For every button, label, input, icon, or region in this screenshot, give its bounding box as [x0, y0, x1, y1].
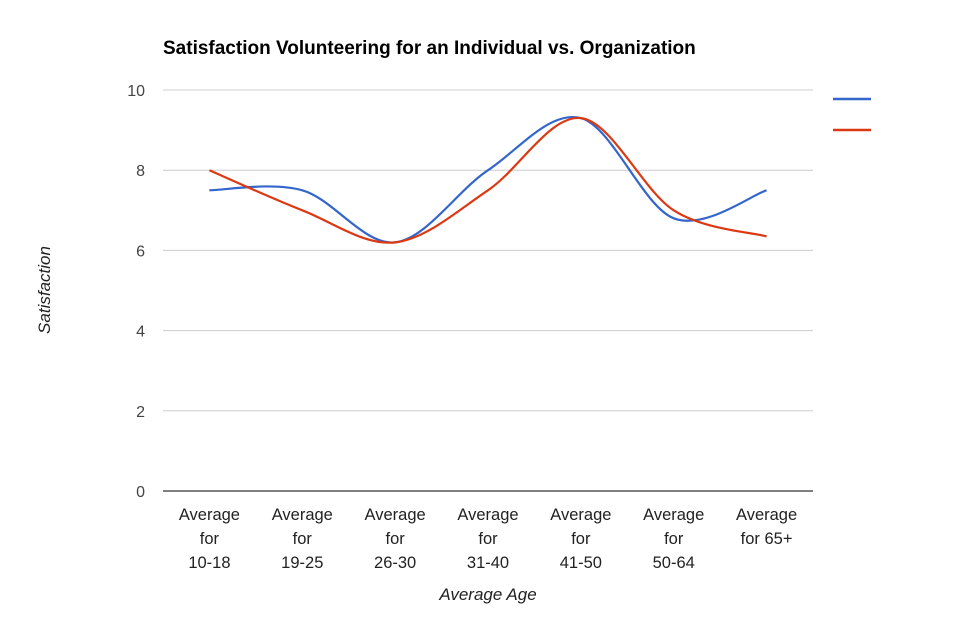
grid — [163, 89, 813, 492]
x-tick-label: Average for 10-18 — [179, 506, 240, 572]
legend — [833, 97, 871, 132]
y-tick-label: 10 — [127, 83, 145, 100]
series-lines — [208, 115, 767, 244]
x-axis-title: Average Age — [438, 585, 536, 604]
y-tick-label: 4 — [136, 324, 145, 341]
x-tick-label: Average for 31-40 — [457, 506, 518, 572]
x-tick-label: Average for 19-25 — [272, 506, 333, 572]
y-tick-label: 2 — [136, 404, 145, 421]
y-tick-label: 8 — [136, 163, 145, 180]
x-tick-labels: Average for 10-18 Average for 19-25 Average for… — [179, 506, 797, 572]
series-line-1 — [209, 115, 767, 244]
y-tick-labels: 0 2 4 6 8 10 — [127, 83, 145, 501]
y-tick-label: 6 — [136, 243, 145, 260]
x-tick-label: Average for 41-50 — [550, 506, 611, 572]
y-tick-label: 0 — [136, 484, 145, 501]
x-tick-label: Average for 26-30 — [365, 506, 426, 572]
chart-title: Satisfaction Volunteering for an Individ… — [163, 38, 696, 59]
x-tick-label: Average for 65+ — [736, 506, 797, 548]
series-line-2 — [208, 116, 767, 244]
x-tick-label: Average for 50-64 — [643, 506, 704, 572]
y-axis-title: Satisfaction — [35, 246, 54, 334]
